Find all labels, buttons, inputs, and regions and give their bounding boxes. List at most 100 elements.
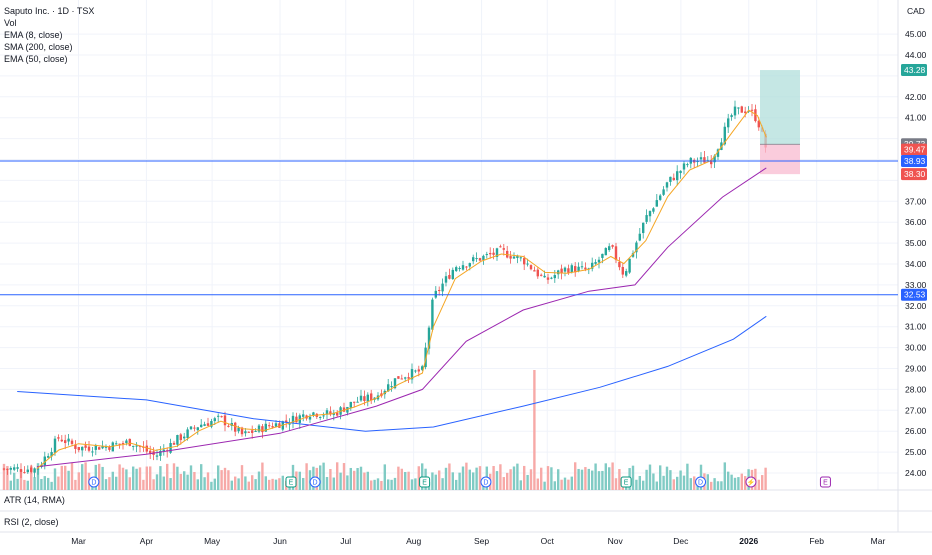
profit-zone[interactable] [760,70,800,145]
volume-bar [121,467,125,490]
earnings-marker[interactable] [819,476,831,488]
dividend-marker[interactable] [309,476,321,488]
volume-bar [200,464,203,490]
earnings-marker[interactable] [620,476,632,488]
volume-bar [404,472,407,490]
volume-bar [244,476,247,490]
volume-bar [727,471,730,490]
split-marker[interactable] [745,476,757,488]
volume-bar [533,370,536,490]
volume-bar [77,472,80,490]
volume-bar [84,462,87,490]
volume-bar [60,465,63,490]
volume-bar [492,466,495,490]
legend-volume[interactable]: Vol [4,18,17,28]
earnings-marker-label: E [422,480,427,487]
price-tag [901,143,927,156]
volume-bar [16,478,19,490]
candle-body [682,163,686,170]
volume-bar [145,466,148,490]
earnings-marker[interactable] [419,476,431,488]
symbol-title[interactable]: Saputo Inc. · 1D · TSX [4,6,95,16]
grid [0,0,898,490]
dividend-marker[interactable] [88,476,100,488]
candle-body [458,268,461,270]
candle-body [730,115,733,117]
dividend-marker-label: D [313,480,318,487]
volume-bar [665,466,669,490]
candle-body [23,472,26,474]
candle-body [125,440,128,444]
dividend-marker[interactable] [695,476,707,488]
volume-bar [679,470,682,490]
volume-bar [353,470,356,490]
candle-body [604,248,607,256]
candle-body [26,469,29,473]
volume-bar [553,481,556,490]
price-axis[interactable]: 45.00 44.00 42.00 41.00 37.00 36.00 35.00 34.00… [905,6,927,478]
currency-label[interactable]: CAD [907,6,925,16]
volume-bar [652,473,655,490]
volume-bar [414,478,417,490]
candle-body [302,414,305,417]
volume-bar [261,462,264,490]
candle-body [159,450,162,456]
volume-bar [2,463,6,490]
volume-bar [689,478,692,490]
loss-zone[interactable] [760,144,800,175]
volume-bar [543,481,546,490]
candle-body [465,266,468,268]
ema8-line[interactable] [36,109,767,470]
price-axis-label: 35.00 [905,238,927,248]
dividend-marker[interactable] [480,476,492,488]
candle-body [210,421,213,427]
candle-body [516,255,519,259]
volume-bar [30,465,33,490]
volume-bar [176,466,179,490]
split-marker-label: ⚡ [747,478,756,487]
candle-body [699,157,703,160]
candle-body [550,277,553,279]
volume-bar [662,475,665,490]
candle-body [492,252,495,255]
candle-body [19,469,23,472]
volume-bar [179,473,182,490]
candle-body [240,427,244,435]
candle-body [132,445,135,447]
candle-body [404,377,407,379]
legend-ema50[interactable]: EMA (50, close) [4,54,68,64]
candle-body [662,189,665,195]
volume-bar [444,467,448,490]
candle-body [370,393,373,401]
event-markers[interactable]: D E D E D E D ⚡ E [88,476,831,488]
ema50-line[interactable] [36,167,767,468]
sma200-line[interactable] [17,315,767,432]
candle-body [206,423,210,426]
time-axis[interactable]: Mar Apr May Jun Jul Aug Sep Oct Nov Dec 2026 Feb Mar [71,536,885,546]
volume-bar [380,480,383,490]
candle-body [118,443,121,445]
volume-bar [502,477,505,490]
time-axis-label: May [204,536,221,546]
volume-bar [305,463,308,490]
volume-bar [733,477,737,490]
legend-sma200[interactable]: SMA (200, close) [4,42,73,52]
candle-body [580,266,584,268]
price-axis-label: 32.00 [905,301,927,311]
candle-body [737,107,740,109]
atr-pane-label[interactable]: ATR (14, RMA) [4,495,65,505]
candle-body [536,269,539,277]
candle-body [472,257,475,262]
earnings-marker[interactable] [285,476,297,488]
volume-bar [366,471,369,490]
volume-bar [676,476,679,490]
volume-bar [169,478,172,490]
volume-bar [618,469,621,490]
candle-body [407,377,410,379]
volume-bar [332,477,335,490]
legend-ema8[interactable]: EMA (8, close) [4,30,63,40]
rsi-pane-label[interactable]: RSI (2, close) [4,517,59,527]
volume-bar [604,463,607,490]
